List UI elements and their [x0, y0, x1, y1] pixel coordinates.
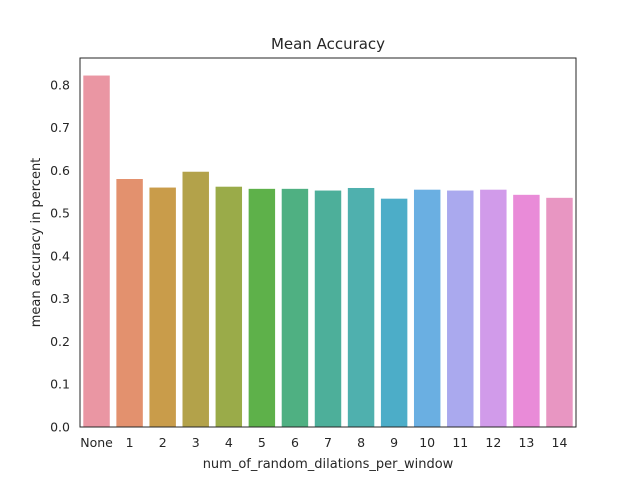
x-tick-label: 12: [485, 435, 501, 450]
bar: [281, 188, 309, 427]
bar: [116, 179, 143, 427]
y-tick-label: 0.8: [50, 77, 70, 92]
bar: [513, 194, 540, 427]
x-tick-label: 11: [452, 435, 468, 450]
x-tick-label: 4: [225, 435, 233, 450]
y-tick-labels: 0.0 0.1 0.2 0.3 0.4 0.5 0.6 0.7 0.8: [50, 77, 70, 434]
bar: [347, 187, 375, 427]
bar: [83, 75, 110, 428]
y-tick-label: 0.7: [50, 120, 70, 135]
x-tick-label: 7: [324, 435, 332, 450]
x-tick-label: 6: [291, 435, 299, 450]
bar-group: [83, 75, 573, 428]
y-axis-label: mean accuracy in percent: [29, 158, 44, 328]
x-tick-label: 14: [552, 435, 568, 450]
x-axis-label: num_of_random_dilations_per_window: [203, 457, 454, 472]
x-tick-label: 9: [390, 435, 398, 450]
y-tick-label: 0.1: [50, 377, 70, 392]
x-tick-label: 1: [126, 435, 134, 450]
x-tick-label: 10: [419, 435, 435, 450]
bar: [149, 187, 176, 427]
bar: [447, 190, 474, 427]
y-tick-label: 0.2: [50, 334, 70, 349]
plot-frame: [79, 57, 577, 428]
bar: [314, 190, 342, 427]
x-tick-label: None: [80, 435, 113, 450]
y-tick-label: 0.5: [50, 206, 70, 221]
bar: [380, 198, 408, 427]
bar: [182, 171, 209, 427]
x-tick-labels: None 1 2 3 4 5 6 7 8 9 10 11 12 13 14: [80, 435, 567, 450]
x-tick-label: 5: [258, 435, 266, 450]
x-tick-label: 13: [518, 435, 534, 450]
bar: [413, 189, 441, 427]
y-tick-label: 0.0: [50, 420, 70, 435]
chart-title: Mean Accuracy: [271, 35, 385, 53]
bar: [546, 197, 573, 427]
y-tick-label: 0.3: [50, 291, 70, 306]
bar: [248, 188, 276, 427]
bar: [215, 186, 243, 427]
y-tick-label: 0.4: [50, 248, 70, 263]
x-tick-label: 8: [357, 435, 365, 450]
x-tick-label: 2: [159, 435, 167, 450]
x-tick-label: 3: [192, 435, 200, 450]
y-tick-label: 0.6: [50, 163, 70, 178]
bar: [480, 189, 507, 427]
